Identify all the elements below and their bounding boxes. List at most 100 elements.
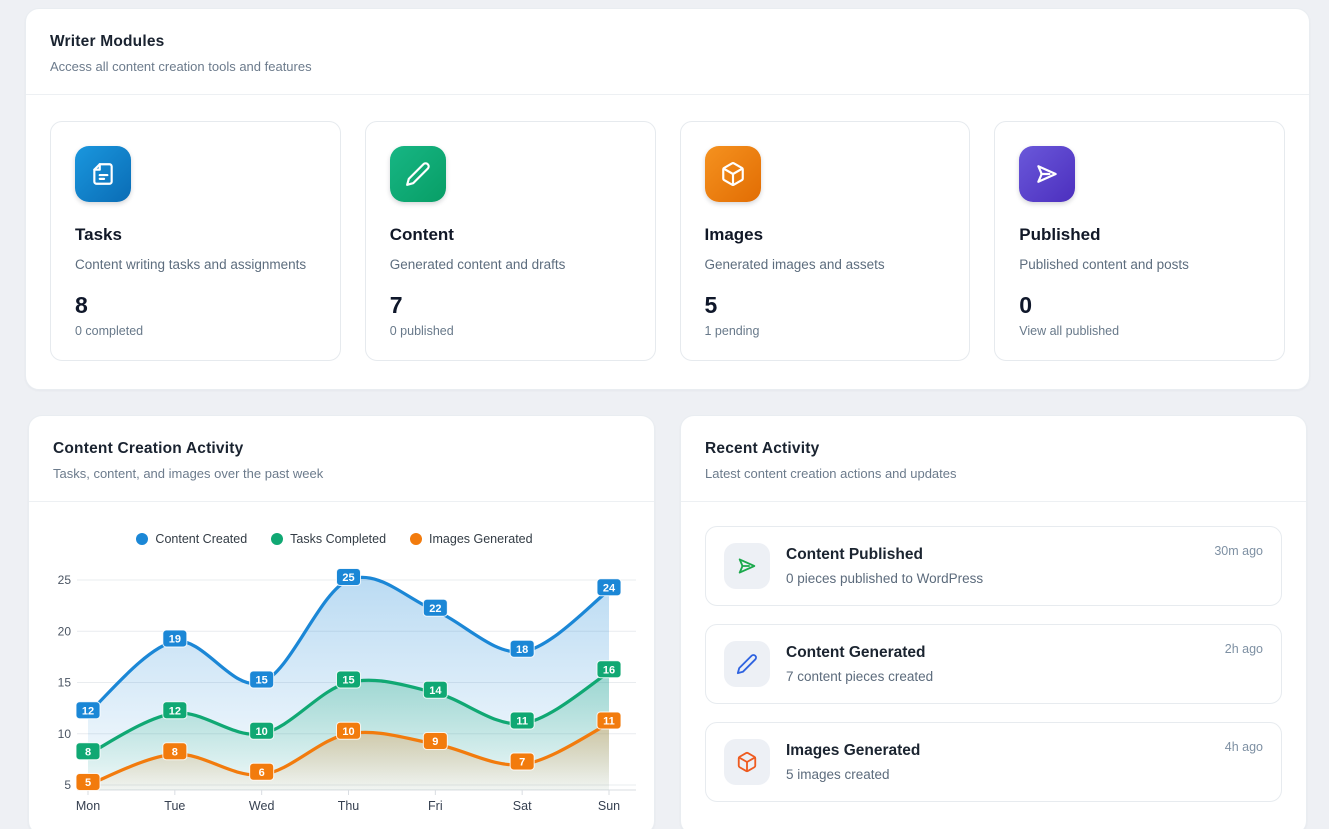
content-creation-activity-panel: Content Creation Activity Tasks, content… [28,415,655,829]
document-icon [75,146,131,202]
svg-text:12: 12 [169,705,181,717]
module-title: Content [389,225,454,244]
recent-activity-panel: Recent Activity Latest content creation … [680,415,1307,829]
svg-text:16: 16 [603,664,615,676]
activity-text: Content Published 0 pieces published to … [786,546,983,586]
writer-modules-panel: Writer Modules Access all content creati… [25,8,1310,390]
module-title: Images [704,225,764,244]
module-card-tasks[interactable]: Tasks Content writing tasks and assignme… [50,121,341,361]
chart-panel-header: Content Creation Activity Tasks, content… [29,416,654,501]
svg-text:Fri: Fri [428,799,443,813]
activity-item-description: 5 images created [786,767,890,782]
svg-text:22: 22 [429,603,441,615]
svg-text:12: 12 [82,705,94,717]
cube-icon [704,146,761,202]
legend-item-images-generated[interactable]: Images Generated [410,532,533,546]
writer-modules-title: Writer Modules [50,33,165,50]
module-title: Tasks [75,225,122,244]
recent-activity-title: Recent Activity [705,440,820,457]
svg-text:15: 15 [256,675,268,687]
activity-item-images-generated[interactable]: Images Generated 5 images created 4h ago [705,722,1282,802]
chart-panel-title: Content Creation Activity [53,440,244,457]
svg-text:19: 19 [169,634,181,646]
modules-row: Tasks Content writing tasks and assignme… [26,95,1309,361]
legend-label: Images Generated [429,532,533,546]
recent-activity-subtitle: Latest content creation actions and upda… [705,466,957,481]
module-description: Generated content and drafts [389,257,566,272]
pencil-icon [389,146,446,202]
legend-label: Content Created [155,532,248,546]
module-card-published[interactable]: Published Published content and posts 0 … [994,121,1285,361]
module-description: Content writing tasks and assignments [75,257,307,272]
svg-text:Thu: Thu [338,799,360,813]
module-count: 7 [389,292,403,318]
module-title: Published [1019,225,1101,244]
writer-modules-subtitle: Access all content creation tools and fe… [50,59,312,74]
chart-legend: Content Created Tasks Completed Images G… [29,532,640,546]
svg-text:8: 8 [85,746,91,758]
cube-icon [724,739,770,785]
module-card-images[interactable]: Images Generated images and assets 5 1 p… [679,121,971,361]
activity-item-content-generated[interactable]: Content Generated 7 content pieces creat… [705,624,1282,704]
svg-text:10: 10 [256,726,268,738]
svg-text:15: 15 [58,676,72,690]
svg-text:20: 20 [58,624,72,638]
legend-item-tasks-completed[interactable]: Tasks Completed [271,532,386,546]
svg-text:14: 14 [429,685,442,697]
activity-item-title: Content Published [786,546,923,563]
legend-label: Tasks Completed [290,532,387,546]
send-icon [724,543,770,589]
svg-text:5: 5 [85,777,91,789]
activity-item-content-published[interactable]: Content Published 0 pieces published to … [705,526,1282,606]
activity-item-timestamp: 30m ago [1214,544,1263,558]
legend-item-content-created[interactable]: Content Created [136,532,247,546]
svg-text:11: 11 [516,716,528,728]
activity-item-title: Content Generated [786,644,926,661]
activity-item-timestamp: 4h ago [1224,740,1263,754]
svg-text:Mon: Mon [76,799,100,813]
legend-dot [271,533,284,545]
svg-text:10: 10 [342,726,354,738]
module-footer: 1 pending [704,324,760,338]
activity-item-timestamp: 2h ago [1224,642,1263,656]
svg-text:18: 18 [516,644,528,656]
activity-line-chart: 5 10 15 20 25 Mon Tue Wed Thu Fri Sat Sun 12 19 15 25 22… [58,568,636,813]
svg-text:Sun: Sun [598,799,620,813]
module-footer: 0 published [389,324,454,338]
legend-dot [410,533,423,545]
svg-text:6: 6 [259,767,265,779]
module-card-content[interactable]: Content Generated content and drafts 7 0… [364,121,656,361]
svg-text:25: 25 [58,573,72,587]
header-divider [26,94,1309,95]
recent-activity-header: Recent Activity Latest content creation … [681,416,1306,501]
legend-dot [136,533,149,545]
module-count: 5 [704,292,718,318]
svg-text:8: 8 [172,746,178,758]
activity-text: Content Generated 7 content pieces creat… [786,644,933,684]
activity-item-description: 7 content pieces created [786,669,934,684]
svg-text:Sat: Sat [513,799,532,813]
svg-text:10: 10 [58,727,72,741]
activity-item-description: 0 pieces published to WordPress [786,571,984,586]
svg-text:24: 24 [603,582,616,594]
recent-activity-list: Content Published 0 pieces published to … [681,502,1306,826]
svg-text:7: 7 [519,757,525,769]
writer-modules-header: Writer Modules Access all content creati… [26,9,1309,94]
pencil-icon [724,641,770,687]
chart-panel-subtitle: Tasks, content, and images over the past… [53,466,324,481]
svg-text:9: 9 [432,736,438,748]
svg-text:11: 11 [603,716,615,728]
activity-text: Images Generated 5 images created [786,742,920,782]
module-count: 0 [1019,292,1033,318]
module-footer: 0 completed [75,324,144,338]
svg-text:5: 5 [64,778,71,792]
module-description: Published content and posts [1019,257,1189,272]
activity-chart: 5 10 15 20 25 Mon Tue Wed Thu Fri Sat Sun 12 19 15 25 22… [29,502,654,826]
svg-text:25: 25 [342,572,354,584]
module-footer: View all published [1019,324,1120,338]
svg-text:Wed: Wed [249,799,275,813]
svg-text:Tue: Tue [164,799,185,813]
svg-text:15: 15 [342,675,354,687]
module-count: 8 [75,292,88,318]
activity-item-title: Images Generated [786,742,921,759]
